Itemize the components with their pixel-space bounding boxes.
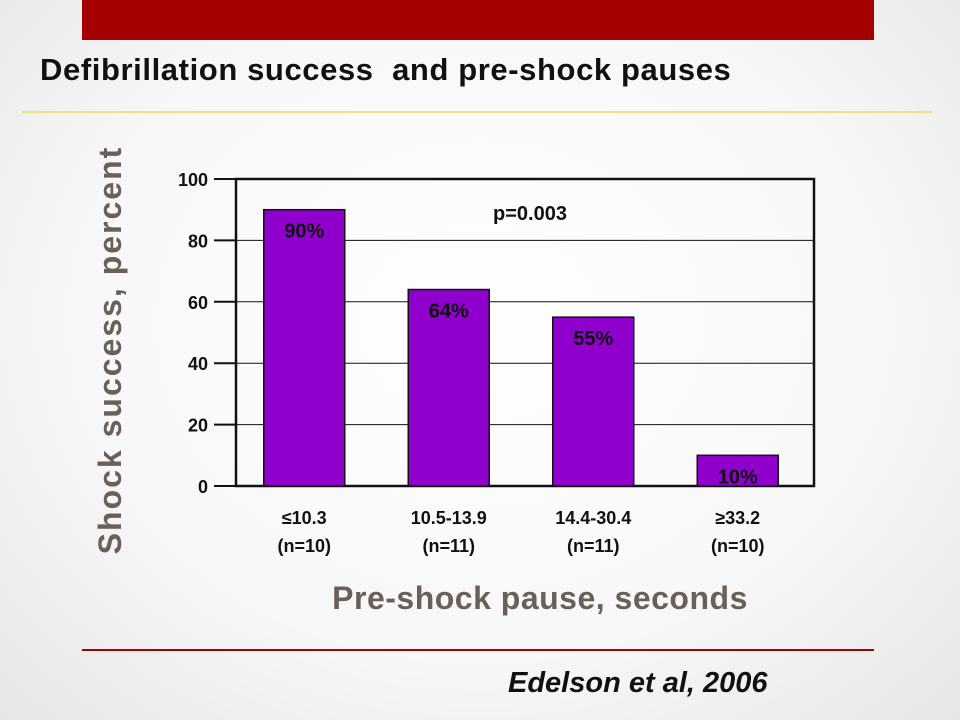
- x-category-label: ≤10.3: [282, 508, 327, 528]
- x-category-label: (n=11): [567, 536, 620, 556]
- x-category-label: (n=11): [422, 536, 475, 556]
- bar-data-label: 10%: [718, 466, 758, 488]
- y-tick-label: 80: [188, 231, 208, 251]
- y-tick-label: 20: [188, 416, 208, 436]
- x-category-label: 14.4-30.4: [555, 508, 631, 528]
- slide-title: Defibrillation success and pre-shock pau…: [40, 52, 732, 87]
- bar: [696, 454, 779, 487]
- bar-data-label: 64%: [429, 301, 469, 323]
- title-underline: [22, 111, 932, 113]
- y-tick-label: 100: [178, 170, 208, 190]
- bar-data-label: 55%: [573, 328, 613, 350]
- x-category-label: 10.5-13.9: [411, 508, 487, 528]
- citation: Edelson et al, 2006: [508, 667, 768, 699]
- bottom-rule: [82, 649, 874, 651]
- bar: [407, 288, 490, 487]
- plot-frame: [234, 177, 816, 488]
- bar: [552, 316, 635, 487]
- y-tick-label: 0: [198, 477, 208, 497]
- x-category-label: ≥33.2: [715, 508, 760, 528]
- bar-data-label: 90%: [284, 221, 324, 243]
- top-accent-bar: [82, 0, 874, 40]
- x-category-label: (n=10): [711, 536, 765, 556]
- bar: [263, 208, 346, 487]
- y-tick-label: 60: [188, 293, 208, 313]
- y-axis-title: Shock success, percent: [92, 145, 128, 555]
- p-value-annotation: p=0.003: [493, 203, 567, 225]
- x-category-label: (n=10): [277, 536, 331, 556]
- x-axis-title: Pre-shock pause, seconds: [332, 580, 748, 616]
- y-tick-label: 40: [188, 354, 208, 374]
